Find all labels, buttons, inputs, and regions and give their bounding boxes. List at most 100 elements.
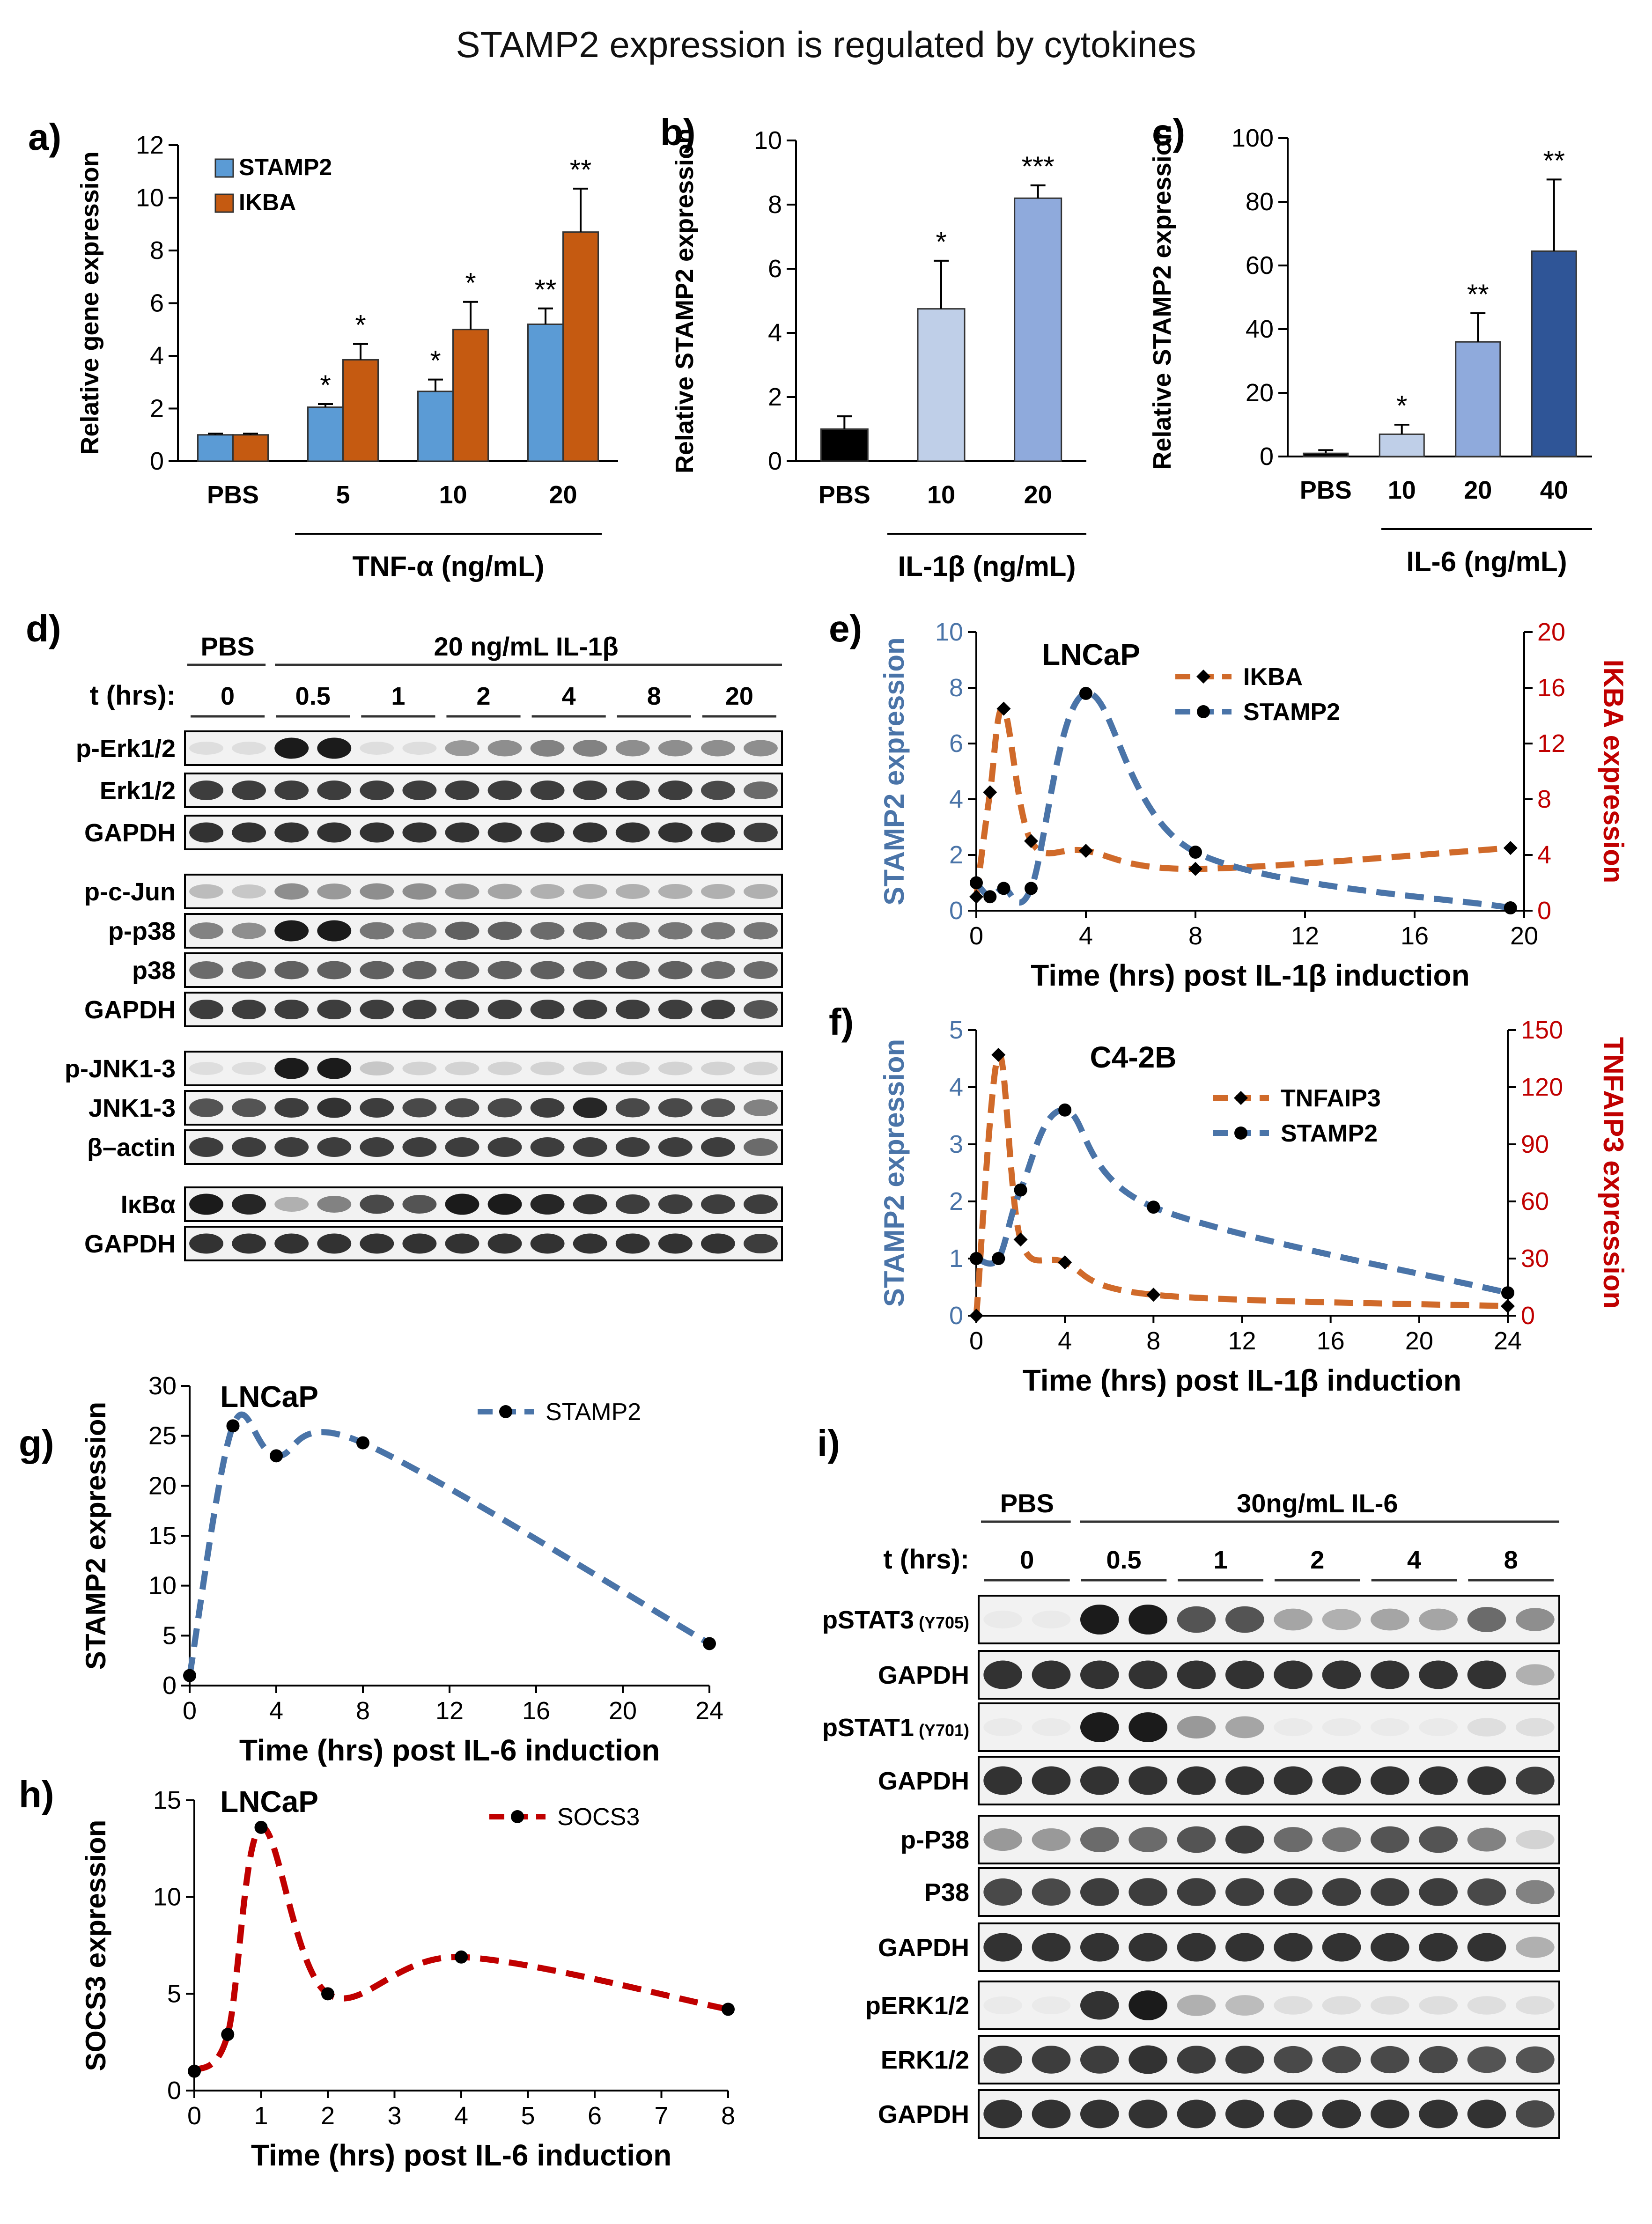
figure-title: STAMP2 expression is regulated by cytoki…	[456, 24, 1196, 65]
panel-label-e: e)	[829, 608, 862, 649]
data-point-h	[722, 2003, 735, 2016]
bar-c	[1379, 433, 1425, 457]
blot-band-d	[232, 1193, 266, 1215]
blot-band-i	[1419, 2046, 1458, 2074]
blot-band-d	[701, 822, 735, 843]
y-tick-label-c: 80	[1246, 188, 1274, 216]
x-tick-label-g: 16	[522, 1697, 550, 1725]
x-tick-label-h: 1	[254, 2102, 268, 2130]
blot-band-d	[530, 1193, 565, 1215]
blot-band-i	[1419, 1718, 1458, 1737]
blot-band-d	[573, 780, 607, 801]
significance-stars-a: **	[535, 274, 557, 305]
blot-band-i	[1177, 1660, 1216, 1689]
blot-band-d	[615, 999, 650, 1020]
blot-band-i	[1274, 1660, 1313, 1689]
blot-band-i	[1080, 1991, 1119, 2020]
blot-strip-i	[978, 1702, 1560, 1752]
blot-band-d	[744, 781, 778, 800]
blot-band-d	[232, 822, 266, 843]
blot-band-i	[1225, 2046, 1264, 2074]
blot-band-d	[487, 780, 522, 801]
bar-b	[1014, 197, 1062, 462]
y-tick-label-a: 2	[150, 395, 164, 423]
data-point-e	[969, 890, 983, 904]
blot-strip-d	[184, 1129, 783, 1165]
blot-band-i	[1128, 1933, 1168, 1962]
data-point-f	[991, 1047, 1006, 1062]
blot-band-d	[360, 883, 394, 900]
y-axis-label-g: STAMP2 expression	[80, 1402, 111, 1670]
category-label-b: 20	[1024, 481, 1052, 509]
blot-band-d	[701, 1137, 735, 1157]
blot-band-i	[1322, 1878, 1361, 1906]
y-tick-label-b: 4	[768, 319, 782, 347]
bar-c	[1531, 250, 1577, 457]
blot-band-i	[1371, 1996, 1409, 2015]
blot-band-d	[445, 1061, 479, 1075]
blot-band-d	[573, 884, 607, 899]
blot-band-d	[360, 1233, 394, 1254]
blot-band-i	[983, 1996, 1023, 2015]
blot-band-d	[573, 961, 607, 979]
y-tick-label-g: 25	[148, 1422, 177, 1450]
blot-band-i	[1225, 1933, 1264, 1962]
annotation-f: C4-2B	[1090, 1040, 1177, 1074]
blot-band-d	[573, 740, 607, 757]
bar-a	[307, 406, 344, 462]
y-tick-label-g: 30	[148, 1372, 177, 1400]
y2-axis-label-e: IKBA expression	[1598, 660, 1629, 884]
blot-strip-d	[184, 992, 783, 1027]
time-label-d: 4	[562, 682, 576, 710]
blot-band-i	[1177, 1933, 1216, 1962]
x-tick-label-h: 3	[387, 2102, 401, 2130]
treatment-header-i: 30ng/mL IL-6	[1237, 1488, 1398, 1518]
blot-band-d	[744, 740, 778, 757]
blot-row-site-i: (Y705)	[919, 1613, 969, 1632]
blot-band-d	[189, 961, 223, 979]
time-label-i: 1	[1214, 1546, 1228, 1574]
x-tick-label-g: 12	[435, 1697, 464, 1725]
blot-band-i	[1128, 1712, 1168, 1742]
blot-band-i	[1322, 1718, 1361, 1737]
blot-band-i	[1032, 1933, 1071, 1962]
blot-band-d	[573, 1194, 607, 1215]
blot-band-d	[402, 1233, 437, 1254]
blot-band-i	[1225, 1826, 1264, 1854]
blot-band-d	[274, 1097, 309, 1118]
blot-band-i	[1419, 1608, 1458, 1631]
data-point-e	[1503, 841, 1518, 855]
blot-band-i	[983, 2099, 1023, 2128]
blot-band-d	[189, 884, 223, 899]
legend-marker-f	[1234, 1127, 1247, 1140]
blot-band-d	[189, 1233, 223, 1254]
blot-band-d	[530, 822, 565, 843]
blot-band-i	[1080, 1933, 1119, 1962]
blot-band-d	[573, 999, 607, 1020]
blot-band-d	[573, 1097, 607, 1119]
time-label-d: 0.5	[295, 682, 331, 710]
y-tick-label-e: 0	[949, 897, 963, 925]
blot-band-i	[1225, 1995, 1264, 2016]
y2-tick-label-e: 4	[1537, 841, 1551, 869]
panel-label-i: i)	[817, 1422, 840, 1464]
blot-band-i	[1177, 1878, 1216, 1906]
blot-band-i	[1419, 2099, 1458, 2128]
data-point-f	[1058, 1103, 1072, 1117]
data-point-f	[1014, 1183, 1027, 1197]
blot-band-d	[317, 1196, 352, 1213]
x-tick-label-f: 0	[969, 1327, 983, 1355]
blot-band-i	[1128, 1766, 1168, 1795]
significance-stars-b: ***	[1022, 151, 1055, 182]
y2-tick-label-f: 0	[1521, 1302, 1535, 1330]
series-line-e	[973, 705, 1511, 898]
series-line-f	[975, 1107, 1509, 1296]
significance-stars-c: **	[1467, 279, 1489, 310]
y2-tick-label-f: 120	[1521, 1073, 1563, 1101]
western-blot-panel-i: PBS 30ng/mL IL-6 t (hrs): 0 0.5 1 2 4 8 pSTAT3 (Y7…	[822, 1488, 1560, 2139]
y2-tick-label-e: 0	[1537, 897, 1551, 925]
blot-band-i	[1467, 1827, 1506, 1852]
y-axis-label-b: Relative STAMP2 expression	[671, 128, 699, 473]
blot-band-d	[232, 961, 266, 979]
